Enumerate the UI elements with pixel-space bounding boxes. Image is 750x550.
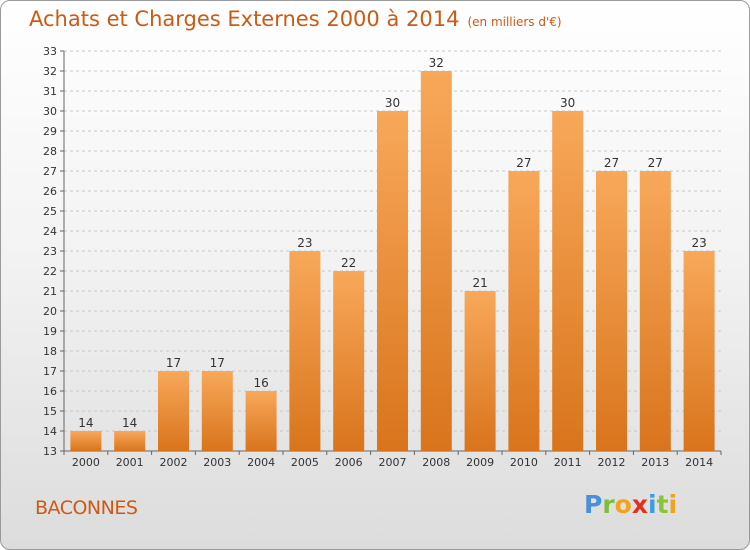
- bar: [683, 251, 715, 451]
- y-tick-label: 33: [43, 45, 57, 58]
- bar: [596, 171, 627, 451]
- data-label: 17: [166, 356, 181, 370]
- proxiti-logo: Proxiti: [584, 490, 678, 519]
- y-tick-label: 27: [43, 165, 57, 178]
- data-label: 17: [210, 356, 225, 370]
- data-label: 27: [516, 156, 531, 170]
- x-tick-label: 2013: [641, 456, 669, 469]
- bar: [245, 391, 277, 451]
- x-tick-label: 2000: [72, 456, 100, 469]
- data-label: 14: [122, 416, 137, 430]
- chart-unit: (en milliers d'€): [467, 15, 562, 29]
- data-label: 32: [429, 56, 444, 70]
- bar: [508, 171, 540, 451]
- x-tick-label: 2009: [466, 456, 494, 469]
- bar: [114, 431, 146, 451]
- data-label: 30: [560, 96, 575, 110]
- y-tick-label: 20: [43, 305, 57, 318]
- bar: [639, 171, 671, 451]
- y-tick-label: 16: [43, 385, 57, 398]
- x-tick-label: 2003: [203, 456, 231, 469]
- x-tick-label: 2001: [116, 456, 144, 469]
- x-tick-label: 2014: [685, 456, 713, 469]
- data-label: 27: [604, 156, 619, 170]
- y-tick-label: 14: [43, 425, 57, 438]
- data-label: 16: [253, 376, 268, 390]
- x-tick-label: 2011: [554, 456, 582, 469]
- y-tick-label: 22: [43, 265, 57, 278]
- x-tick-label: 2002: [160, 456, 188, 469]
- data-label: 14: [78, 416, 93, 430]
- data-label: 23: [297, 236, 312, 250]
- y-tick-label: 31: [43, 85, 57, 98]
- bar: [70, 431, 102, 451]
- data-label: 27: [648, 156, 663, 170]
- data-label: 30: [385, 96, 400, 110]
- y-tick-label: 28: [43, 145, 57, 158]
- bar: [552, 111, 584, 451]
- bar: [333, 271, 365, 451]
- x-tick-label: 2008: [422, 456, 450, 469]
- axes: 13 14 15 16 17 18 19 20 21 22 23 24 25 26 27 28 29 30 31 32…: [43, 45, 722, 469]
- y-tick-label: 17: [43, 365, 57, 378]
- bar: [377, 111, 408, 451]
- y-tick-label: 21: [43, 285, 57, 298]
- y-tick-label: 13: [43, 445, 57, 458]
- y-tick-label: 29: [43, 125, 57, 138]
- y-tick-label: 15: [43, 405, 57, 418]
- bar: [158, 371, 189, 451]
- y-tick-label: 32: [43, 65, 57, 78]
- x-tick-label: 2012: [598, 456, 626, 469]
- x-tick-label: 2007: [379, 456, 407, 469]
- y-tick-label: 25: [43, 205, 57, 218]
- bar: [464, 291, 496, 451]
- bar: [201, 371, 233, 451]
- y-tick-label: 19: [43, 325, 57, 338]
- x-tick-label: 2004: [247, 456, 275, 469]
- x-tick-label: 2006: [335, 456, 363, 469]
- data-label: 23: [691, 236, 706, 250]
- data-label: 22: [341, 256, 356, 270]
- data-label: 21: [472, 276, 487, 290]
- y-tick-label: 24: [43, 225, 57, 238]
- y-tick-label: 30: [43, 105, 57, 118]
- commune-name: BACONNES: [35, 497, 138, 519]
- chart-title: Achats et Charges Externes 2000 à 2014: [29, 7, 460, 31]
- y-tick-label: 18: [43, 345, 57, 358]
- bar: [420, 71, 452, 451]
- y-tick-label: 23: [43, 245, 57, 258]
- y-tick-label: 26: [43, 185, 57, 198]
- x-tick-label: 2010: [510, 456, 538, 469]
- x-tick-label: 2005: [291, 456, 319, 469]
- bar: [289, 251, 321, 451]
- title-line: Achats et Charges Externes 2000 à 2014 (e…: [29, 7, 562, 31]
- bars: [70, 71, 715, 451]
- data-labels: 14 14 17 17 16 23 22 30 32 21 27 30 27 27 23: [78, 56, 706, 430]
